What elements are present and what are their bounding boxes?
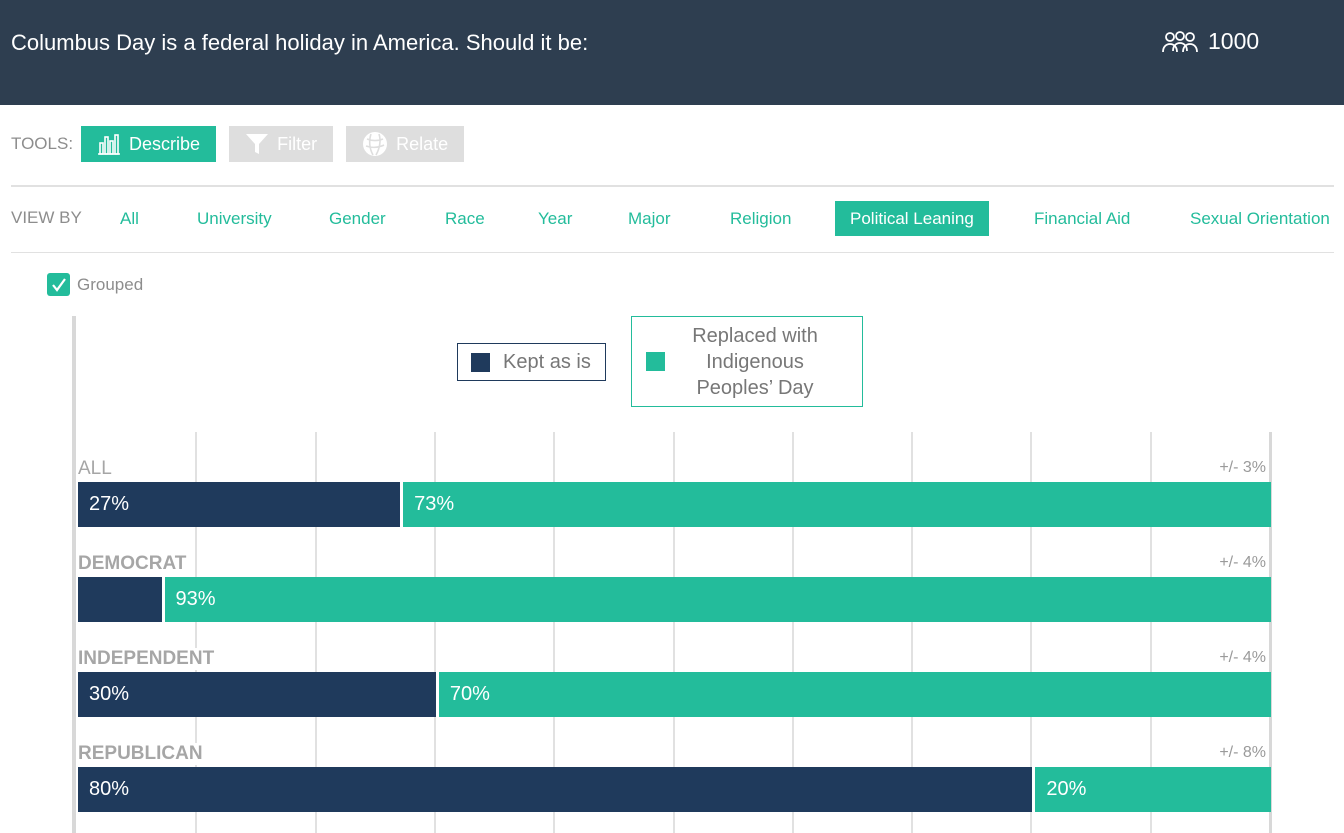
divider [11, 252, 1334, 253]
grouped-toggle[interactable]: Grouped [47, 273, 143, 296]
describe-button-label: Describe [129, 133, 201, 154]
bar-segment-replaced[interactable]: 70% [435, 672, 1271, 717]
chart-gridline [1030, 432, 1032, 833]
view-by-gender[interactable]: Gender [329, 209, 386, 228]
filter-button[interactable]: Filter [229, 126, 334, 162]
bar-segment-kept[interactable]: 27% [78, 482, 401, 527]
stacked-bar: 27% 73% [78, 482, 1271, 527]
bar-segment-kept[interactable]: 80% [78, 767, 1033, 812]
margin-of-error: +/- 8% [1215, 744, 1266, 762]
margin-of-error: +/- 4% [1215, 554, 1266, 572]
funnel-icon [246, 134, 269, 154]
grouped-label: Grouped [77, 274, 144, 294]
chart-gridline [673, 432, 675, 833]
bar-segment-replaced[interactable]: 73% [400, 482, 1271, 527]
stacked-bar: 30% 70% [78, 672, 1271, 717]
row-label: ALL [78, 458, 114, 480]
stacked-bar: 80% 20% [78, 767, 1271, 812]
relate-circle-icon [363, 132, 388, 156]
view-by-major[interactable]: Major [628, 209, 671, 228]
divider [11, 185, 1334, 187]
question-header: Columbus Day is a federal holiday in Ame… [0, 0, 1344, 105]
tools-bar: TOOLS: Describe Filter Relate [11, 126, 477, 162]
respondent-count-value: 1000 [1208, 28, 1260, 54]
view-by-year[interactable]: Year [538, 209, 573, 228]
chart-axis [72, 316, 76, 833]
grouped-checkbox[interactable] [47, 273, 70, 296]
margin-of-error: +/- 4% [1215, 649, 1266, 667]
view-by-sexual-orientation[interactable]: Sexual Orientation [1190, 209, 1330, 228]
view-by-religion[interactable]: Religion [730, 209, 792, 228]
chart-gridline [792, 432, 794, 833]
row-label: REPUBLICAN [78, 743, 205, 765]
view-by-race[interactable]: Race [445, 209, 485, 228]
respondent-count: 1000 [1162, 28, 1259, 55]
checkmark-icon [51, 277, 66, 292]
relate-button-label: Relate [396, 133, 449, 154]
bar-segment-kept[interactable]: 30% [78, 672, 436, 717]
question-title: Columbus Day is a federal holiday in Ame… [11, 30, 589, 55]
legend-replaced[interactable]: Replaced with Indigenous Peoples’ Day [631, 316, 863, 407]
bar-segment-replaced[interactable]: 93% [161, 577, 1271, 622]
row-label: DEMOCRAT [78, 553, 189, 575]
chart-gridline [1269, 432, 1272, 833]
legend-label-replaced: Replaced with Indigenous Peoples’ Day [692, 324, 818, 399]
chart-gridline [434, 432, 436, 833]
view-by-university[interactable]: University [197, 209, 272, 228]
bar-chart-icon [98, 134, 121, 155]
view-by-financial-aid[interactable]: Financial Aid [1034, 209, 1131, 228]
legend-label-kept: Kept as is [503, 350, 591, 373]
tools-label: TOOLS: [11, 134, 74, 153]
people-group-icon [1162, 30, 1198, 52]
chart-gridline [1150, 432, 1152, 833]
stacked-bar: 93% [78, 577, 1271, 622]
view-by-label: VIEW BY [11, 208, 82, 227]
legend-kept-as-is[interactable]: Kept as is [457, 343, 606, 381]
row-label: INDEPENDENT [78, 648, 217, 670]
margin-of-error: +/- 3% [1215, 459, 1266, 477]
bar-segment-kept[interactable] [78, 577, 162, 622]
legend-swatch-kept [471, 352, 490, 372]
describe-button[interactable]: Describe [81, 126, 217, 162]
chart-gridline [553, 432, 555, 833]
view-by-political-leaning[interactable]: Political Leaning [835, 201, 989, 236]
chart-gridline [911, 432, 913, 833]
chart-gridline [315, 432, 317, 833]
filter-button-label: Filter [277, 133, 318, 154]
relate-button[interactable]: Relate [346, 126, 465, 162]
legend-swatch-replaced [646, 352, 665, 371]
bar-segment-replaced[interactable]: 20% [1032, 767, 1271, 812]
chart-gridline [195, 432, 197, 833]
view-by-all[interactable]: All [120, 209, 139, 228]
